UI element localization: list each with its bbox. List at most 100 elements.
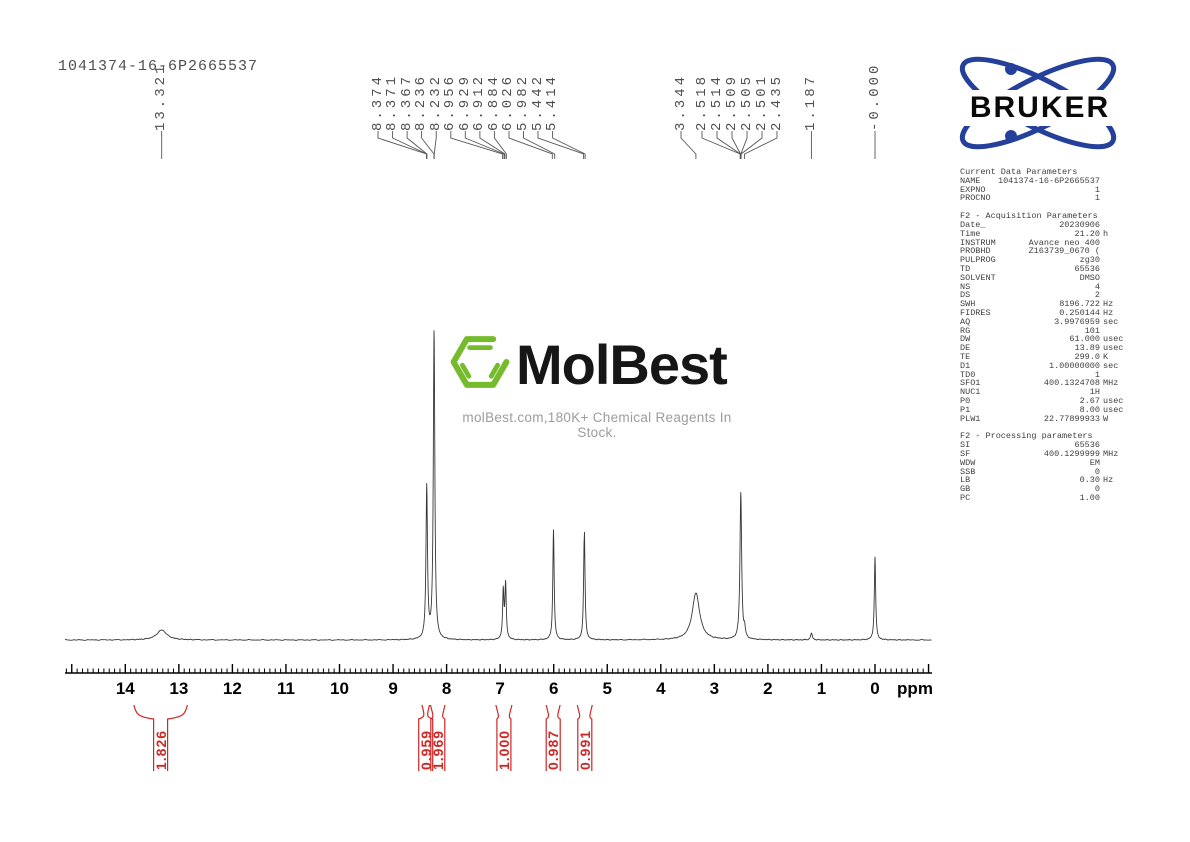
molbest-tagline: molBest.com,180K+ Chemical Reagents In S… [462, 410, 732, 440]
parameter-row: PC 1.00 [960, 494, 1130, 503]
parameter-unit: Hz [1103, 307, 1114, 318]
parameter-row: SWH 8196.722 Hz [960, 300, 1130, 309]
parameter-name: P1 [960, 404, 971, 415]
parameter-row: NUC1 1H [960, 388, 1130, 397]
peak-label-connectors [161, 131, 876, 159]
parameter-name: SFO1 [960, 378, 981, 389]
integral-bracket [576, 704, 593, 771]
parameter-value: 101 [1084, 325, 1100, 336]
peak-label: 2.435 [768, 73, 785, 131]
parameter-section: F2 - Processing parameters SI 65536 SF 400.1… [960, 432, 1130, 502]
parameter-row: PROCNO 1 [960, 194, 1130, 203]
parameter-unit: W [1103, 413, 1109, 424]
peak-label-connector [740, 131, 763, 159]
peak-label-connector [450, 131, 503, 159]
parameter-row: DS 2 [960, 291, 1130, 300]
parameter-value: Z163739_0670 ( [1028, 246, 1100, 257]
integral-brackets [133, 704, 593, 771]
peak-label-connector [523, 131, 556, 159]
parameter-value: 65536 [1074, 263, 1100, 274]
peak-label-connector [406, 131, 428, 159]
parameter-name: FIDRES [960, 307, 991, 318]
axis-tick-label: 8 [441, 679, 452, 698]
parameter-value: 22.77899933 [1043, 413, 1100, 424]
parameter-section: F2 - Acquisition Parameters Date_ 20230906… [960, 212, 1130, 423]
parameter-unit: usec [1103, 343, 1124, 354]
peak-label-connector [744, 131, 778, 159]
parameter-name: NAME [960, 175, 981, 186]
axis-tick-label: 0 [870, 679, 880, 698]
parameter-row: P0 2.67 usec [960, 397, 1130, 406]
parameter-row: PULPROG zg30 [960, 256, 1130, 265]
ppm-axis [65, 664, 932, 674]
parameter-value: 8.00 [1079, 404, 1100, 415]
parameter-name: TD0 [960, 369, 976, 380]
peak-label-connector [421, 131, 435, 159]
axis-unit-label: ppm [897, 679, 933, 698]
parameter-section: Current Data Parameters NAME 1041374-16-6P… [960, 168, 1130, 203]
axis-tick-label: 13 [169, 679, 189, 698]
parameter-name: WDW [960, 457, 976, 468]
parameter-unit: usec [1103, 334, 1124, 345]
parameter-value: 299.0 [1074, 351, 1100, 362]
integral-bracket [495, 704, 513, 771]
parameter-value: 1.00 [1079, 492, 1100, 503]
parameter-unit: MHz [1103, 378, 1119, 389]
parameter-row: DE 13.89 usec [960, 344, 1130, 353]
integral-value: 1.826 [152, 729, 169, 770]
parameter-name: RG [960, 325, 971, 336]
parameter-value: 400.1324708 [1043, 378, 1100, 389]
peak-label: 2.501 [753, 73, 770, 131]
molbest-wordmark: MolBest [516, 333, 728, 396]
parameter-value: 0 [1094, 466, 1100, 477]
parameter-row: SI 65536 [960, 441, 1130, 450]
parameter-value: 1 [1094, 193, 1100, 204]
parameter-value: 0 [1094, 484, 1100, 495]
peak-label-connector [701, 131, 741, 159]
peak-label: 8.236 [413, 73, 430, 131]
peak-label-connector [493, 131, 507, 159]
axis-tick-label: 12 [222, 679, 242, 698]
peak-label: 2.514 [708, 73, 725, 131]
parameter-section-header: Current Data Parameters [960, 167, 1078, 177]
axis-tick-label: 14 [115, 679, 135, 698]
parameter-unit: usec [1103, 395, 1124, 406]
peak-label: 13.321 [153, 62, 170, 131]
axis-tick-label: 1 [816, 679, 827, 698]
bruker-wordmark: BRUKER [956, 90, 1124, 126]
sample-title: 1041374-16-6P2665537 [58, 58, 259, 75]
parameter-row: PROBHD Z163739_0670 ( [960, 247, 1130, 256]
axis-tick-label: 11 [276, 679, 295, 698]
peak-label-connector [716, 131, 741, 159]
parameter-value: 0.250144 [1059, 307, 1100, 318]
peak-label: 5.414 [544, 73, 561, 131]
parameter-name: Date_ [960, 219, 986, 230]
parameter-value: 20230906 [1059, 219, 1100, 230]
parameter-value: 61.000 [1069, 334, 1100, 345]
parameter-name: PULPROG [960, 255, 996, 266]
parameter-row: EXPNO 1 [960, 185, 1130, 195]
parameter-name: SF [960, 448, 971, 459]
parameter-value: 1H [1089, 387, 1100, 398]
parameter-value: 21.20 [1074, 228, 1100, 239]
parameter-unit: K [1103, 351, 1109, 362]
peak-label: 2.505 [738, 73, 755, 131]
peak-label: 5.982 [515, 73, 531, 131]
axis-tick-label: 3 [709, 679, 720, 698]
parameter-name: PC [960, 492, 971, 503]
parameter-row: SF 400.1299999 MHz [960, 450, 1130, 459]
parameter-name: DE [960, 343, 971, 354]
parameter-name: Time [960, 228, 981, 239]
integral-bracket [545, 704, 561, 771]
parameter-value: 1.00000000 [1048, 360, 1100, 371]
peak-label-connector [433, 131, 437, 159]
parameter-row: LB 0.30 Hz [960, 476, 1130, 485]
parameter-name: PROCNO [960, 193, 991, 204]
peak-label-connector [537, 131, 585, 159]
parameter-unit: sec [1103, 316, 1119, 327]
parameter-unit: Hz [1103, 299, 1114, 310]
parameter-row: TD0 1 [960, 369, 1130, 380]
parameter-name: TE [960, 351, 971, 362]
parameter-row: NS 4 [960, 282, 1130, 292]
parameter-name: INSTRUM [960, 237, 996, 248]
